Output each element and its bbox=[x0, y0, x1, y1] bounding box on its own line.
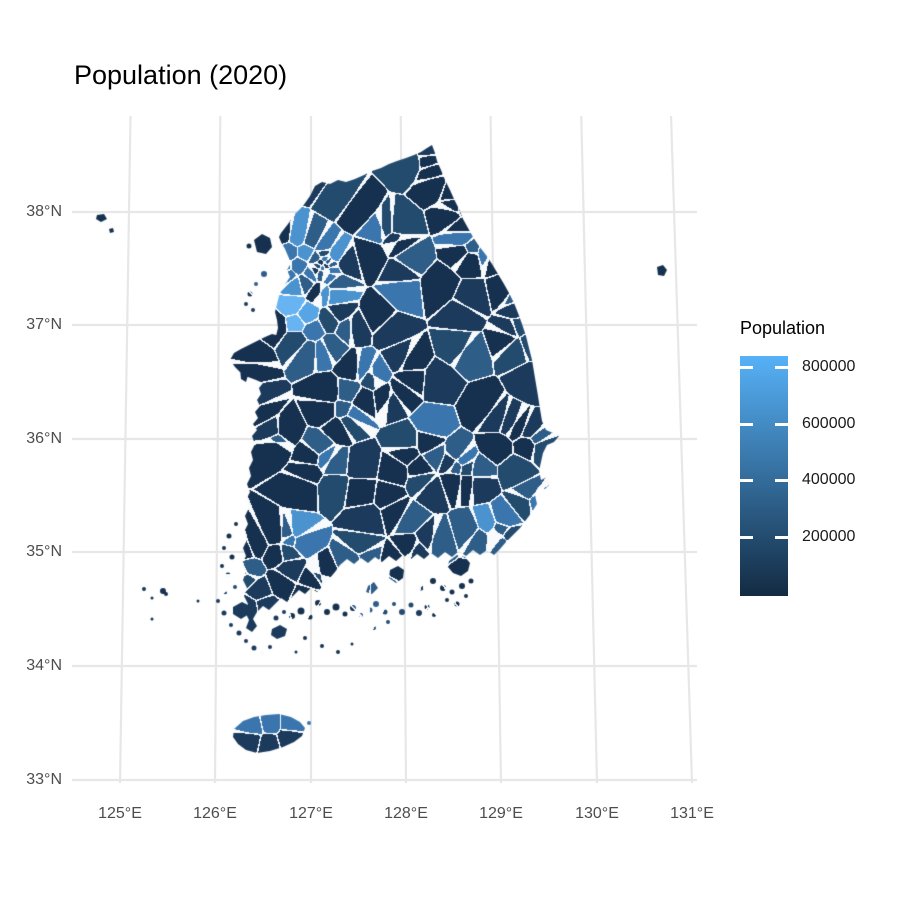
legend-tick-mark bbox=[775, 366, 788, 369]
legend-tick-mark bbox=[740, 479, 753, 482]
x-axis-label: 128°E bbox=[384, 805, 428, 822]
y-axis-label: 35°N bbox=[26, 543, 62, 560]
legend-tick-mark bbox=[740, 423, 753, 426]
legend-tick-mark bbox=[740, 536, 753, 539]
y-axis-label: 38°N bbox=[26, 203, 62, 220]
legend-gradient-bar bbox=[740, 356, 788, 596]
legend-title: Population bbox=[740, 318, 826, 338]
plot-title: Population (2020) bbox=[74, 60, 288, 90]
y-axis-label: 36°N bbox=[26, 430, 62, 447]
legend-tick-label: 200000 bbox=[802, 528, 856, 545]
x-axis-label: 131°E bbox=[670, 805, 714, 822]
x-axis-label: 130°E bbox=[575, 805, 619, 822]
legend-tick-mark bbox=[740, 366, 753, 369]
x-axis-label: 127°E bbox=[289, 805, 333, 822]
x-axis-label: 126°E bbox=[193, 805, 237, 822]
x-axis-label: 125°E bbox=[98, 805, 142, 822]
legend-tick-label: 400000 bbox=[802, 471, 856, 488]
legend-tick-label: 800000 bbox=[802, 358, 856, 375]
y-axis-label: 34°N bbox=[26, 657, 62, 674]
y-axis-label: 33°N bbox=[26, 771, 62, 788]
legend-tick-mark bbox=[775, 423, 788, 426]
y-axis-label: 37°N bbox=[26, 316, 62, 333]
x-axis-label: 129°E bbox=[479, 805, 523, 822]
legend-tick-label: 600000 bbox=[802, 415, 856, 432]
legend-tick-mark bbox=[775, 536, 788, 539]
legend-tick-mark bbox=[775, 479, 788, 482]
